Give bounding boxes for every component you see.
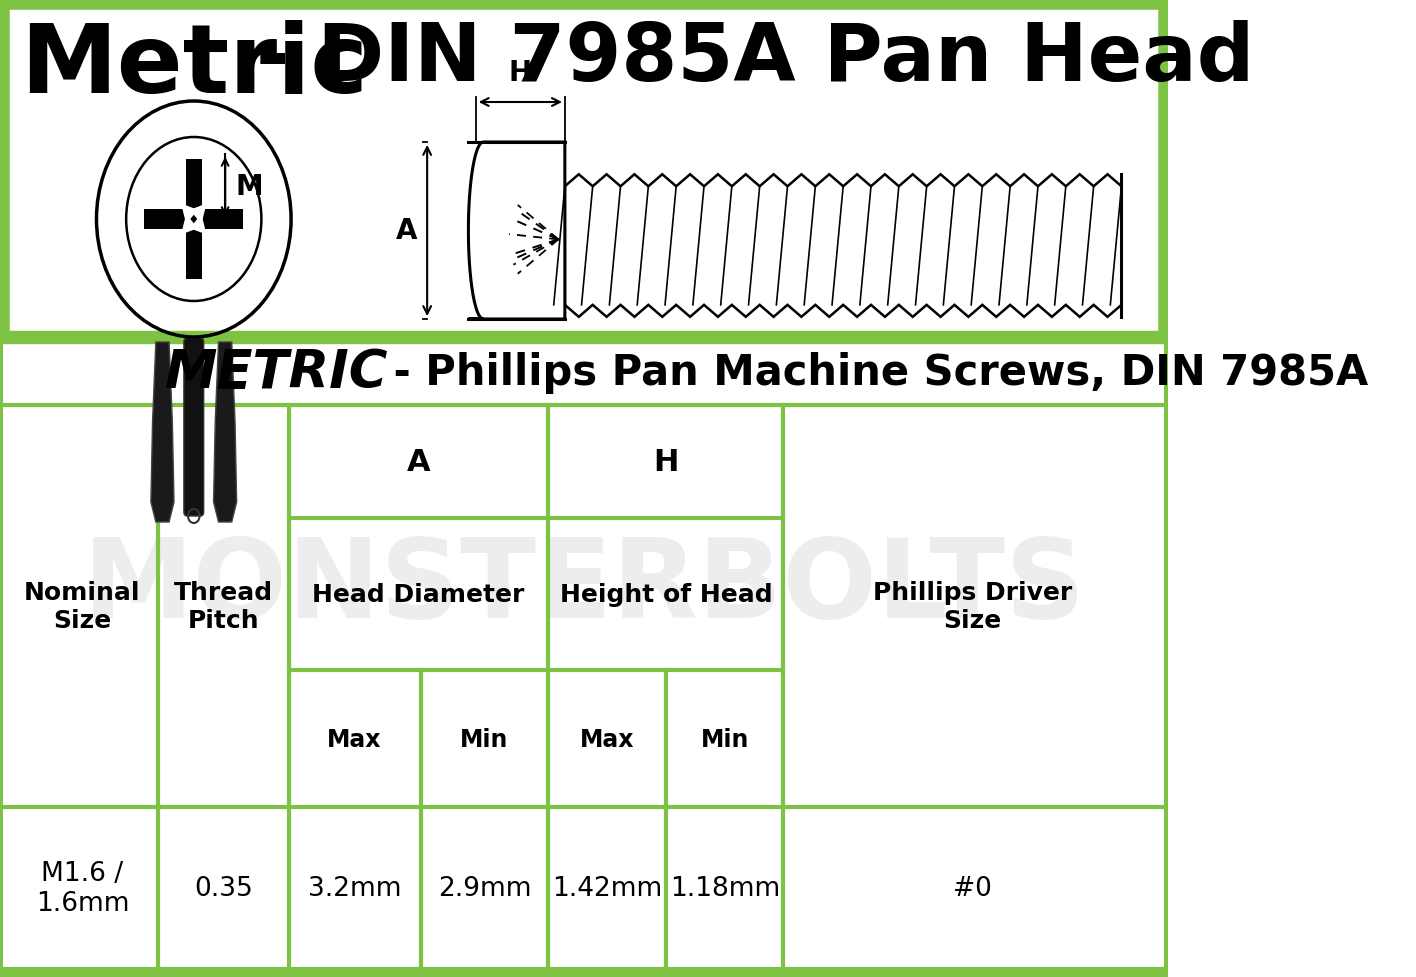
- Bar: [3, 340, 1164, 969]
- Polygon shape: [190, 215, 207, 235]
- Text: M: M: [235, 173, 262, 201]
- Text: Head Diameter: Head Diameter: [313, 582, 525, 607]
- Text: Max: Max: [581, 727, 634, 751]
- Text: Thread
Pitch: Thread Pitch: [174, 580, 273, 632]
- Text: A: A: [406, 447, 430, 477]
- Polygon shape: [565, 175, 1121, 318]
- Text: H: H: [508, 59, 532, 87]
- Text: H: H: [653, 447, 678, 477]
- Text: A: A: [395, 217, 418, 245]
- Polygon shape: [152, 343, 174, 523]
- Text: Min: Min: [460, 727, 508, 751]
- Bar: [185, 160, 202, 279]
- Text: MONSTERBOLTS: MONSTERBOLTS: [82, 534, 1086, 641]
- FancyBboxPatch shape: [184, 339, 204, 517]
- Text: - Phillips Pan Machine Screws, DIN 7985A: - Phillips Pan Machine Screws, DIN 7985A: [379, 352, 1369, 394]
- Text: Phillips Driver
Size: Phillips Driver Size: [872, 580, 1072, 632]
- Polygon shape: [190, 204, 207, 225]
- Text: METRIC: METRIC: [164, 347, 388, 399]
- Polygon shape: [181, 215, 198, 235]
- Text: Max: Max: [327, 727, 382, 751]
- Bar: [144, 210, 244, 230]
- Text: #0: #0: [953, 875, 991, 901]
- Text: 1.42mm: 1.42mm: [552, 875, 663, 901]
- Text: 1.18mm: 1.18mm: [670, 875, 780, 901]
- Text: Min: Min: [701, 727, 749, 751]
- Text: Metric: Metric: [21, 20, 368, 113]
- Text: - DIN 7985A Pan Head: - DIN 7985A Pan Head: [256, 20, 1255, 98]
- Text: 0.35: 0.35: [194, 875, 253, 901]
- Text: 2.9mm: 2.9mm: [438, 875, 531, 901]
- Polygon shape: [469, 143, 565, 319]
- Text: Height of Head: Height of Head: [559, 582, 772, 607]
- Polygon shape: [214, 343, 236, 523]
- Text: Nominal
Size: Nominal Size: [24, 580, 140, 632]
- Text: M1.6 /
1.6mm: M1.6 / 1.6mm: [35, 860, 129, 916]
- Polygon shape: [181, 204, 198, 225]
- Text: 3.2mm: 3.2mm: [307, 875, 401, 901]
